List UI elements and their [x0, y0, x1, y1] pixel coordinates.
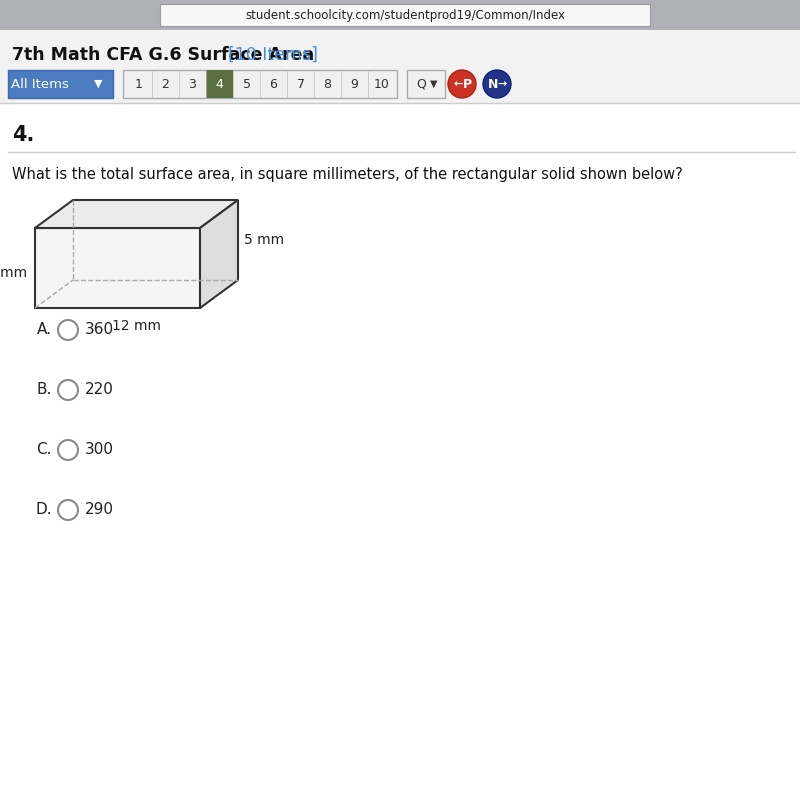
Polygon shape [35, 200, 238, 228]
Text: 9: 9 [350, 78, 358, 90]
Text: 5 mm: 5 mm [0, 266, 27, 280]
Text: 4.: 4. [12, 125, 34, 145]
Text: 4: 4 [215, 78, 223, 90]
Circle shape [58, 500, 78, 520]
Text: ▼: ▼ [430, 79, 438, 89]
Text: 300: 300 [85, 442, 114, 458]
Text: 5: 5 [242, 78, 250, 90]
Text: N: N [488, 78, 498, 90]
Text: D.: D. [35, 502, 52, 518]
Text: C.: C. [37, 442, 52, 458]
Text: student.schoolcity.com/studentprod19/Common/Index: student.schoolcity.com/studentprod19/Com… [245, 9, 565, 22]
Circle shape [58, 320, 78, 340]
Bar [123, 70, 397, 98]
Bar [0, 103, 800, 800]
Circle shape [58, 440, 78, 460]
Text: 12 mm: 12 mm [112, 319, 161, 333]
Text: B.: B. [37, 382, 52, 398]
Text: P: P [462, 78, 471, 90]
Circle shape [448, 70, 476, 98]
Text: 8: 8 [323, 78, 331, 90]
Text: 2: 2 [162, 78, 170, 90]
Text: 360: 360 [85, 322, 114, 338]
Bar [160, 4, 650, 26]
Text: 6: 6 [270, 78, 278, 90]
Bar [8, 70, 113, 98]
Polygon shape [35, 228, 200, 308]
Text: ▼: ▼ [94, 79, 102, 89]
Text: ←: ← [454, 79, 462, 89]
Circle shape [483, 70, 511, 98]
Circle shape [58, 380, 78, 400]
Text: All Items: All Items [11, 78, 69, 90]
Text: →: → [498, 79, 506, 89]
Bar [0, 0, 800, 30]
Text: [10 Items]: [10 Items] [228, 46, 318, 64]
Bar [407, 70, 445, 98]
Text: A.: A. [37, 322, 52, 338]
Text: What is the total surface area, in square millimeters, of the rectangular solid : What is the total surface area, in squar… [12, 167, 682, 182]
Text: Q: Q [416, 78, 426, 90]
Text: 10: 10 [374, 78, 390, 90]
Text: 7: 7 [297, 78, 305, 90]
Text: 3: 3 [189, 78, 197, 90]
Text: 7th Math CFA G.6 Surface Area: 7th Math CFA G.6 Surface Area [12, 46, 320, 64]
Text: 290: 290 [85, 502, 114, 518]
Bar [206, 70, 233, 98]
Polygon shape [200, 200, 238, 308]
Text: 5 mm: 5 mm [244, 233, 284, 247]
Text: 1: 1 [134, 78, 142, 90]
Text: 220: 220 [85, 382, 114, 398]
